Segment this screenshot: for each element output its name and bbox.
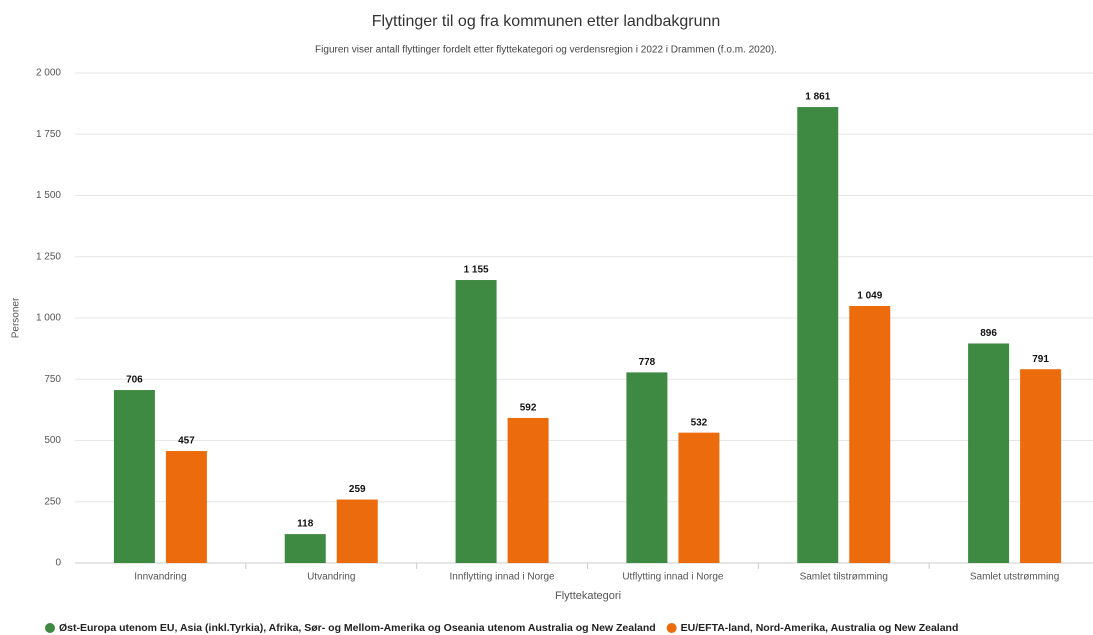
- legend-label: EU/EFTA-land, Nord-Amerika, Australia og…: [681, 622, 959, 634]
- x-tick-label: Samlet tilstrømming: [800, 572, 888, 583]
- bar: [113, 390, 155, 563]
- y-tick-label: 1 500: [36, 190, 61, 201]
- bar: [507, 417, 549, 563]
- x-tick-label: Utvandring: [307, 572, 355, 583]
- x-tick-label: Samlet utstrømming: [970, 572, 1059, 583]
- value-label: 532: [691, 417, 708, 428]
- y-tick-label: 250: [44, 496, 61, 507]
- y-tick-label: 1 250: [36, 251, 61, 262]
- bar: [284, 534, 326, 563]
- y-tick-label: 0: [55, 558, 61, 569]
- y-tick-label: 1 000: [36, 313, 61, 324]
- bar: [1020, 369, 1062, 563]
- value-label: 1 049: [857, 291, 882, 302]
- x-tick-label: Utflytting innad i Norge: [622, 572, 724, 583]
- value-label: 1 861: [805, 92, 830, 103]
- bar: [455, 280, 497, 563]
- y-axis-label: Personer: [11, 297, 22, 338]
- value-label: 457: [178, 436, 195, 447]
- value-label: 1 155: [464, 265, 489, 276]
- y-tick-label: 2 000: [36, 68, 61, 79]
- chart-title: Flyttinger til og fra kommunen etter lan…: [372, 13, 721, 30]
- value-label: 118: [297, 519, 314, 530]
- bar: [626, 372, 668, 563]
- x-tick-label: Innvandring: [134, 572, 186, 583]
- value-label: 778: [639, 357, 656, 368]
- y-tick-label: 750: [44, 374, 61, 385]
- bar: [165, 451, 207, 563]
- value-label: 592: [520, 403, 537, 414]
- value-label: 791: [1032, 354, 1049, 365]
- value-label: 706: [126, 375, 143, 386]
- value-label: 259: [349, 484, 366, 495]
- chart-subtitle: Figuren viser antall flyttinger fordelt …: [315, 45, 777, 56]
- value-label: 896: [980, 328, 997, 339]
- y-tick-label: 500: [44, 435, 61, 446]
- bar: [968, 343, 1010, 563]
- bar: [797, 107, 839, 564]
- bar: [849, 305, 891, 563]
- legend-label: Øst-Europa utenom EU, Asia (inkl.Tyrkia)…: [59, 622, 656, 634]
- bar: [678, 432, 720, 563]
- legend-marker: [666, 623, 677, 633]
- x-tick-label: Innflytting innad i Norge: [450, 572, 556, 583]
- bar: [336, 499, 378, 563]
- x-axis-label: Flyttekategori: [555, 590, 621, 602]
- y-tick-label: 1 750: [36, 129, 61, 140]
- legend-marker: [45, 623, 55, 633]
